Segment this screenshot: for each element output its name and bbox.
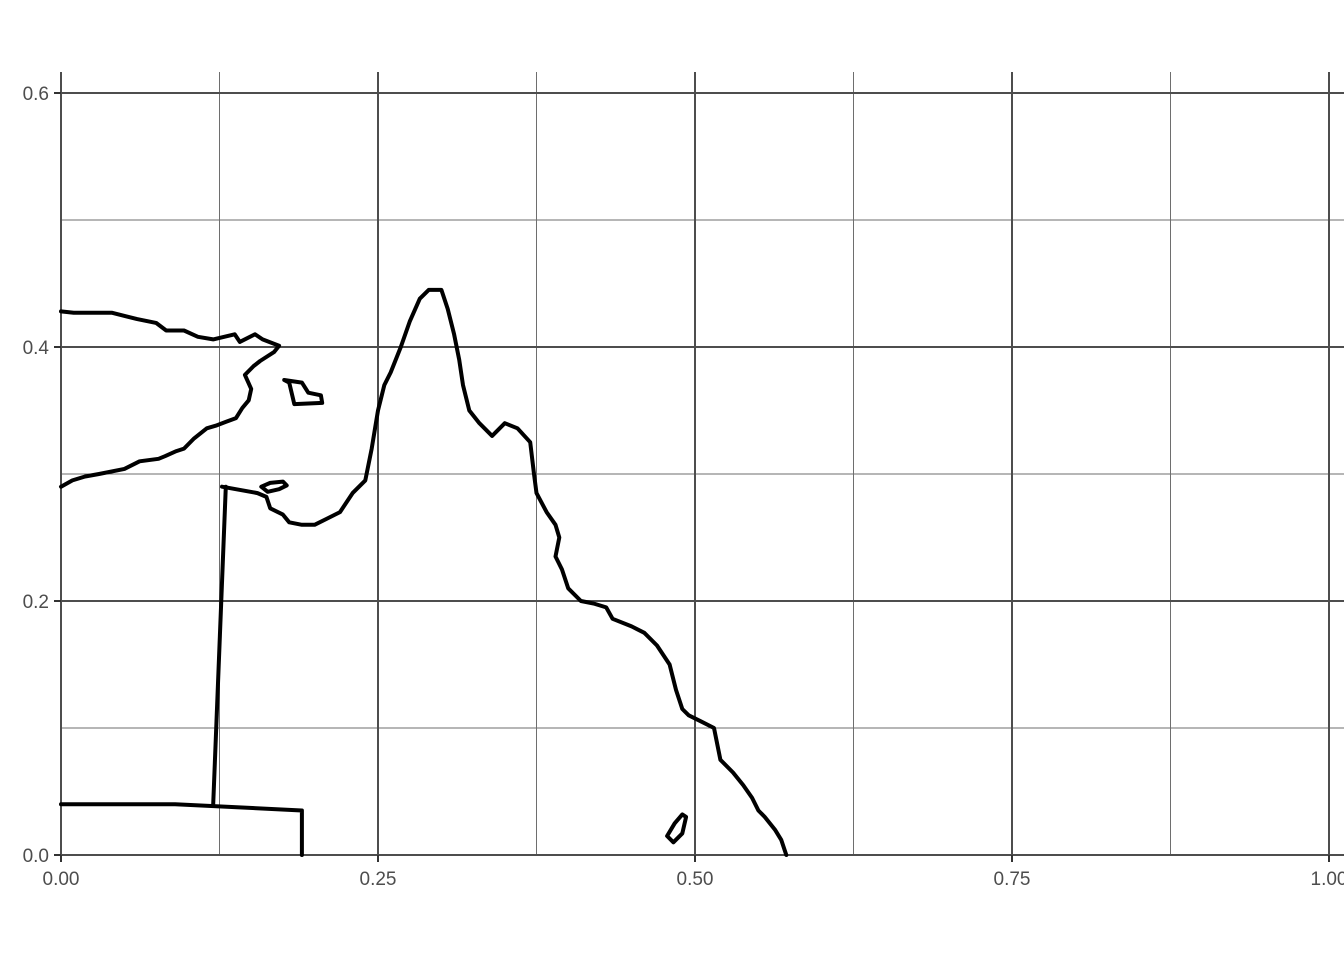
x-tick-label: 0.00: [43, 869, 80, 890]
y-tick-label: 0.2: [23, 592, 49, 613]
y-tick-label: 0.6: [23, 84, 49, 105]
y-tick-label: 0.4: [23, 338, 50, 359]
y-tick-label: 0.0: [23, 846, 49, 867]
x-tick-label: 0.50: [677, 869, 714, 890]
x-tick-label: 0.25: [360, 869, 397, 890]
x-tick-label: 0.75: [994, 869, 1031, 890]
x-tick-label: 1.00: [1311, 869, 1344, 890]
